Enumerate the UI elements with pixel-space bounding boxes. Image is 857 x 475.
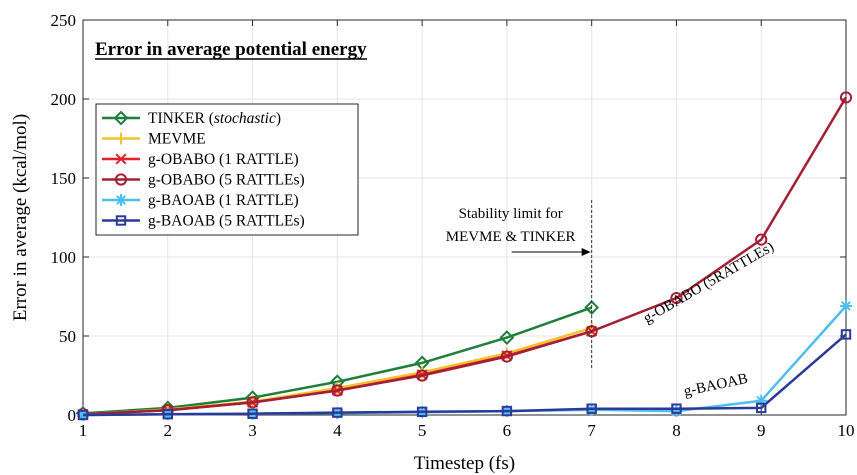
legend-label: TINKER (stochastic): [148, 110, 281, 127]
square-marker: [332, 407, 343, 418]
circle-marker: [755, 233, 768, 246]
x-tick-label: 7: [587, 421, 596, 440]
legend-item: g-BAOAB (5 RATTLEs): [102, 213, 305, 230]
series-line: [82, 96, 848, 416]
legend-item: MEVME: [102, 131, 206, 148]
x-tick-label: 3: [248, 421, 257, 440]
legend-item: g-BAOAB (1 RATTLE): [102, 192, 299, 209]
series-4: [77, 299, 852, 421]
square-marker: [756, 402, 767, 414]
x-marker: [115, 153, 127, 165]
legend-item: g-OBABO (5 RATTLEs): [102, 172, 305, 189]
square-marker: [840, 329, 852, 340]
square-marker: [671, 403, 682, 414]
circle-marker: [416, 369, 429, 382]
square-marker: [247, 408, 258, 419]
y-tick-label: 50: [59, 327, 76, 346]
square-marker: [115, 215, 127, 226]
y-tick-label: 250: [51, 11, 77, 30]
chart-title: Error in average potential energy: [95, 39, 367, 60]
series-group: [75, 91, 853, 421]
y-tick-label: 0: [68, 406, 77, 425]
x-tick-label: 10: [838, 421, 855, 440]
square-marker: [162, 409, 173, 420]
legend-label: g-BAOAB (1 RATTLE): [148, 192, 299, 209]
plus-marker: [115, 132, 127, 145]
circle-marker: [114, 173, 128, 186]
legend-item: TINKER (stochastic): [102, 110, 281, 127]
x-tick-label: 8: [672, 421, 681, 440]
square-marker: [416, 406, 428, 418]
asterisk-marker: [115, 194, 127, 206]
plot-area: [82, 19, 847, 416]
asterisk-marker: [840, 299, 852, 312]
series-5: [77, 329, 852, 421]
legend-box: [95, 103, 359, 236]
x-tick-label: 9: [757, 421, 766, 440]
x-tick-label: 6: [503, 421, 512, 440]
circle-marker: [839, 91, 853, 104]
x-tick-label: 4: [333, 421, 342, 440]
square-marker: [501, 405, 513, 417]
legend-label: g-BAOAB (5 RATTLEs): [148, 213, 305, 230]
legend-item: g-OBABO (1 RATTLE): [102, 151, 299, 168]
x-tick-label: 1: [79, 421, 88, 440]
circle-marker: [331, 384, 344, 397]
x-tick-label: 2: [164, 421, 173, 440]
y-axis-title: Error in average (kcal/mol): [10, 114, 31, 321]
circle-marker: [500, 350, 513, 363]
diamond-marker: [499, 330, 515, 345]
diamond-marker: [113, 110, 129, 126]
series-line: [82, 305, 847, 417]
baoab-curve-label: g-BAOAB: [682, 371, 749, 400]
x-tick-label: 5: [418, 421, 427, 440]
legend: TINKER (stochastic) MEVME g-OBABO (1 RATTL…: [95, 103, 359, 236]
square-marker: [77, 409, 89, 421]
annotations: Stability limit for MEVME & TINKER g-OBA…: [446, 200, 777, 400]
obabo-curve-label: g-OBABO (5RATTLEs): [641, 239, 777, 327]
legend-label: g-OBABO (1 RATTLE): [148, 151, 299, 168]
asterisk-marker: [755, 394, 768, 407]
square-marker: [586, 403, 597, 414]
series-line: [82, 333, 847, 417]
legend-label: g-OBABO (5 RATTLEs): [148, 172, 305, 189]
legend-label: MEVME: [148, 131, 206, 148]
y-tick-label: 200: [51, 90, 77, 109]
stability-label-line2: MEVME & TINKER: [446, 229, 576, 245]
x-axis-title: Timestep (fs): [414, 453, 515, 474]
asterisk-marker: [670, 405, 683, 418]
stability-arrowhead: [581, 248, 591, 256]
circle-marker: [670, 291, 683, 305]
y-tick-label: 100: [51, 248, 77, 267]
diamond-marker: [584, 300, 600, 315]
circle-marker: [246, 396, 259, 409]
stability-label-line1: Stability limit for: [459, 206, 563, 222]
y-tick-label: 150: [51, 169, 77, 188]
